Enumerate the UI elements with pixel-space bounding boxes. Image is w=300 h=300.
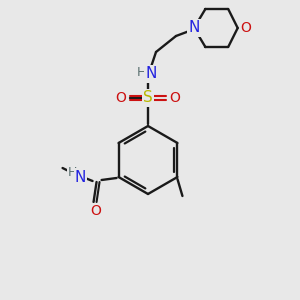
Text: O: O	[116, 91, 126, 105]
Text: O: O	[169, 91, 180, 105]
Text: S: S	[143, 91, 153, 106]
Text: O: O	[240, 21, 251, 35]
Text: N: N	[75, 169, 86, 184]
Text: O: O	[90, 204, 101, 218]
Text: N: N	[145, 67, 157, 82]
Text: H: H	[136, 65, 146, 79]
Text: N: N	[188, 20, 200, 35]
Text: H: H	[68, 167, 77, 179]
